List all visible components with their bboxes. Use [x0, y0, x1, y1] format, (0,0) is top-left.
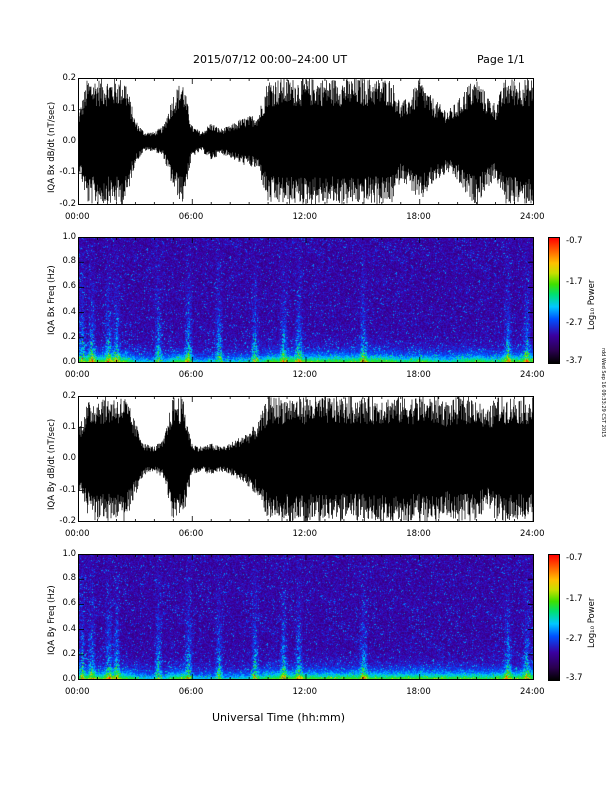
- bx-colorbar-tick: -1.7: [566, 277, 583, 287]
- x-tick-label: 12:00: [292, 212, 318, 222]
- y-tick-label: 1.0: [62, 231, 76, 242]
- by-colorbar-tick: -0.7: [566, 553, 583, 563]
- y-tick-label: -0.2: [59, 198, 76, 209]
- x-tick-label: 18:00: [406, 529, 431, 539]
- by-colorbar-tick: -3.7: [566, 673, 583, 683]
- bx-colorbar-tick: -2.7: [566, 318, 583, 328]
- x-tick-label: 00:00: [65, 529, 90, 539]
- by-spectrogram-plot: [78, 554, 534, 680]
- waveform-trace: [78, 78, 534, 205]
- bx-colorbar-label: Log₁₀ Power: [587, 279, 597, 330]
- x-tick-label: 06:00: [178, 212, 204, 222]
- bx-waveform-ylabel: IQA Bx dB/dt (nT/sec): [47, 101, 57, 193]
- x-tick-label: 06:00: [178, 687, 204, 697]
- bx-spectrogram-frame: [78, 237, 534, 363]
- page-indicator: Page 1/1: [477, 53, 525, 66]
- bx-colorbar-tick: -3.7: [566, 356, 583, 366]
- y-tick-label: 0.6: [62, 598, 76, 609]
- x-tick-label: 18:00: [406, 370, 431, 380]
- x-tick-label: 00:00: [65, 687, 90, 697]
- x-tick-label: 24:00: [520, 687, 545, 697]
- y-tick-label: -0.2: [59, 515, 76, 526]
- x-tick-label: 18:00: [406, 212, 431, 222]
- y-tick-label: 0.4: [62, 306, 76, 317]
- by-waveform-plot: [78, 396, 534, 522]
- by-spectrogram-frame: [78, 554, 534, 680]
- x-tick-label: 00:00: [65, 370, 90, 380]
- x-tick-label: 06:00: [178, 529, 204, 539]
- y-tick-label: 0.2: [62, 648, 76, 659]
- by-colorbar: [548, 554, 560, 681]
- x-tick-label: 00:00: [65, 212, 90, 222]
- bx-waveform-plot: [78, 78, 534, 205]
- by-colorbar-tick: -1.7: [566, 594, 583, 604]
- by-waveform-ylabel: IQA By dB/dt (nT/sec): [47, 418, 57, 510]
- y-tick-label: 0.4: [62, 623, 76, 634]
- plot-frame: [78, 554, 534, 680]
- x-tick-label: 12:00: [292, 370, 318, 380]
- plot-frame: [78, 237, 534, 363]
- by-colorbar-label: Log₁₀ Power: [587, 597, 597, 648]
- y-tick-label: 0.1: [62, 421, 76, 432]
- x-tick-label: 12:00: [292, 687, 318, 697]
- y-tick-label: 1.0: [62, 548, 76, 559]
- x-tick-label: 24:00: [520, 370, 545, 380]
- y-tick-label: 0.8: [62, 256, 76, 267]
- date-range-title: 2015/07/12 00:00–24:00 UT: [193, 53, 348, 66]
- y-tick-label: 0.0: [62, 356, 76, 367]
- y-tick-label: 0.6: [62, 281, 76, 292]
- y-tick-label: 0.0: [62, 673, 76, 684]
- y-tick-label: 0.8: [62, 573, 76, 584]
- y-tick-label: -0.1: [59, 484, 76, 495]
- x-tick-label: 18:00: [406, 687, 431, 697]
- waveform-path: [78, 78, 534, 205]
- bx-colorbar-tick: -0.7: [566, 236, 583, 246]
- print-stamp: rdd Wed Sep 16 09:33:29 CST 2015: [600, 348, 606, 438]
- x-tick-label: 06:00: [178, 370, 204, 380]
- bx-spectrogram-ylabel: IQA Bx Freq (Hz): [47, 265, 57, 335]
- y-tick-label: -0.1: [59, 167, 76, 178]
- y-tick-label: 0.0: [62, 135, 76, 146]
- x-tick-label: 24:00: [520, 212, 545, 222]
- by-spectrogram-ylabel: IQA By Freq (Hz): [47, 585, 57, 655]
- y-tick-label: 0.1: [62, 103, 76, 114]
- x-axis-label: Universal Time (hh:mm): [212, 711, 345, 724]
- waveform-path: [78, 396, 534, 522]
- bx-spectrogram-plot: [78, 237, 534, 363]
- by-colorbar-tick: -2.7: [566, 634, 583, 644]
- waveform-trace: [78, 396, 534, 522]
- y-tick-label: 0.0: [62, 453, 76, 463]
- x-tick-label: 12:00: [292, 529, 318, 539]
- y-tick-label: 0.2: [62, 331, 76, 342]
- y-tick-label: 0.2: [62, 390, 76, 401]
- y-tick-label: 0.2: [62, 72, 76, 83]
- bx-colorbar: [548, 237, 560, 364]
- x-tick-label: 24:00: [520, 529, 545, 539]
